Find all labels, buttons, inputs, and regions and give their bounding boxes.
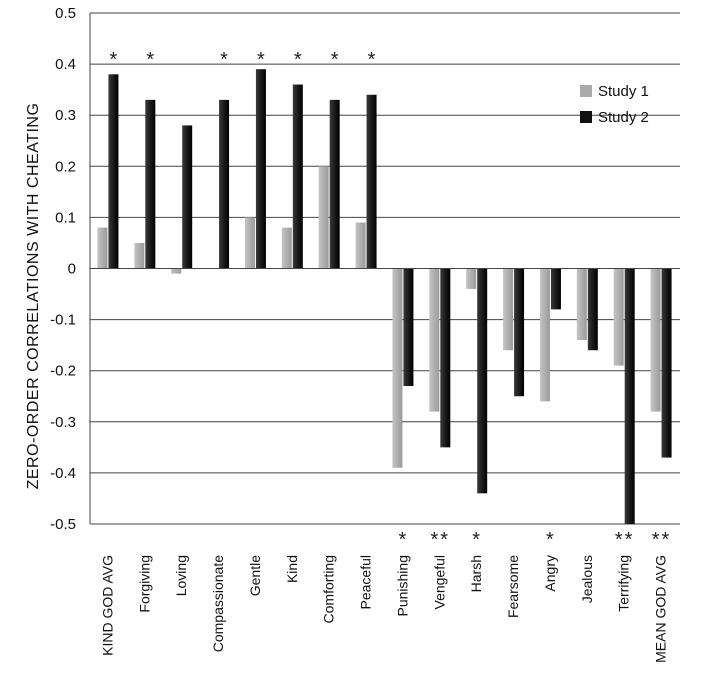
bar-study-1 <box>281 227 292 269</box>
bar-study-2 <box>329 99 340 269</box>
bar-study-2 <box>477 268 488 494</box>
y-tick-label: 0.4 <box>55 56 76 73</box>
significance-marker-bottom: ** <box>615 529 635 551</box>
significance-marker-bottom: * <box>546 529 556 551</box>
legend: Study 1 Study 2 <box>580 83 649 126</box>
significance-markers: * * * * * * ** ** * * ** ** <box>110 49 672 551</box>
y-tick-label: -0.4 <box>50 465 76 482</box>
significance-marker-top: * <box>220 49 228 71</box>
bar-study-2 <box>219 99 230 269</box>
significance-marker-bottom: ** <box>652 529 672 551</box>
bar-study-2 <box>255 69 266 269</box>
x-category-label: Peaceful <box>358 555 374 609</box>
x-axis-labels: KIND GOD AVG Forgiving Loving Compassionate… <box>99 555 668 663</box>
y-tick-label: 0.1 <box>55 209 76 226</box>
bar-study-2 <box>145 99 156 269</box>
legend-swatch <box>580 85 592 97</box>
x-category-label: Angry <box>542 555 558 592</box>
y-tick-label: -0.5 <box>50 516 76 533</box>
x-category-label: Fearsome <box>505 555 521 618</box>
bar-study-1 <box>392 268 403 468</box>
bar-study-2 <box>587 268 598 351</box>
y-tick-label: -0.2 <box>50 363 76 380</box>
significance-marker-top: * <box>331 49 339 71</box>
bar-study-1 <box>466 268 477 289</box>
y-axis-label: ZERO-ORDER CORRELATIONS WITH CHEATING <box>25 103 42 490</box>
bar-study-1 <box>613 268 624 366</box>
x-category-label: Loving <box>173 555 189 596</box>
bar-study-1 <box>539 268 550 402</box>
bar-study-1 <box>244 217 255 269</box>
x-category-label: Vengeful <box>431 555 447 610</box>
significance-marker-top: * <box>110 49 118 71</box>
x-category-label: Comforting <box>321 555 337 623</box>
y-tick-label: 0.3 <box>55 107 76 124</box>
significance-marker-top: * <box>368 49 376 71</box>
bar-study-2 <box>624 268 635 524</box>
y-tick-label: 0.5 <box>55 5 76 22</box>
bar-study-1 <box>171 268 182 274</box>
x-category-label: Terrifying <box>616 555 632 612</box>
x-category-label: Punishing <box>394 555 410 617</box>
x-category-label: KIND GOD AVG <box>99 555 115 656</box>
x-category-label: MEAN GOD AVG <box>653 555 669 663</box>
legend-swatch <box>580 111 592 123</box>
significance-marker-top: * <box>294 49 302 71</box>
bar-study-1 <box>429 268 440 412</box>
bar-study-1 <box>503 268 514 351</box>
significance-marker-bottom: * <box>399 529 409 551</box>
x-category-label: Harsh <box>468 555 484 592</box>
bar-study-2 <box>403 268 414 387</box>
axes <box>89 13 680 524</box>
y-tick-label: -0.1 <box>50 312 76 329</box>
significance-marker-top: * <box>146 49 154 71</box>
x-category-label: Forgiving <box>136 555 152 613</box>
legend-label: Study 1 <box>598 83 649 100</box>
bar-study-2 <box>182 125 193 269</box>
bar-study-1 <box>576 268 587 341</box>
bar-study-2 <box>366 94 377 269</box>
x-category-label: Kind <box>284 555 300 583</box>
bar-study-2 <box>550 268 561 310</box>
y-axis-ticks: 0.5 0.4 0.3 0.2 0.1 0 -0.1 -0.2 -0.3 -0.4 -0.5 <box>50 5 76 533</box>
significance-marker-top: * <box>257 49 265 71</box>
bar-study-2 <box>661 268 672 458</box>
significance-marker-bottom: * <box>472 529 482 551</box>
bar-study-2 <box>292 84 303 269</box>
y-tick-label: 0.2 <box>55 158 76 175</box>
bar-study-1 <box>318 166 329 269</box>
bar-study-1 <box>134 242 145 269</box>
x-category-label: Jealous <box>579 555 595 603</box>
bar-study-1 <box>355 222 366 269</box>
bar-study-2 <box>108 74 119 269</box>
x-category-label: Compassionate <box>210 555 226 652</box>
bar-study-1 <box>97 227 108 269</box>
bar-study-1 <box>650 268 661 412</box>
y-tick-label: -0.3 <box>50 414 76 431</box>
bar-study-2 <box>514 268 525 397</box>
bar-study-2 <box>440 268 451 448</box>
y-tick-label: 0 <box>68 261 76 278</box>
significance-marker-bottom: ** <box>431 529 451 551</box>
x-category-label: Gentle <box>247 555 263 596</box>
bars <box>97 69 672 524</box>
legend-label: Study 2 <box>598 109 649 126</box>
